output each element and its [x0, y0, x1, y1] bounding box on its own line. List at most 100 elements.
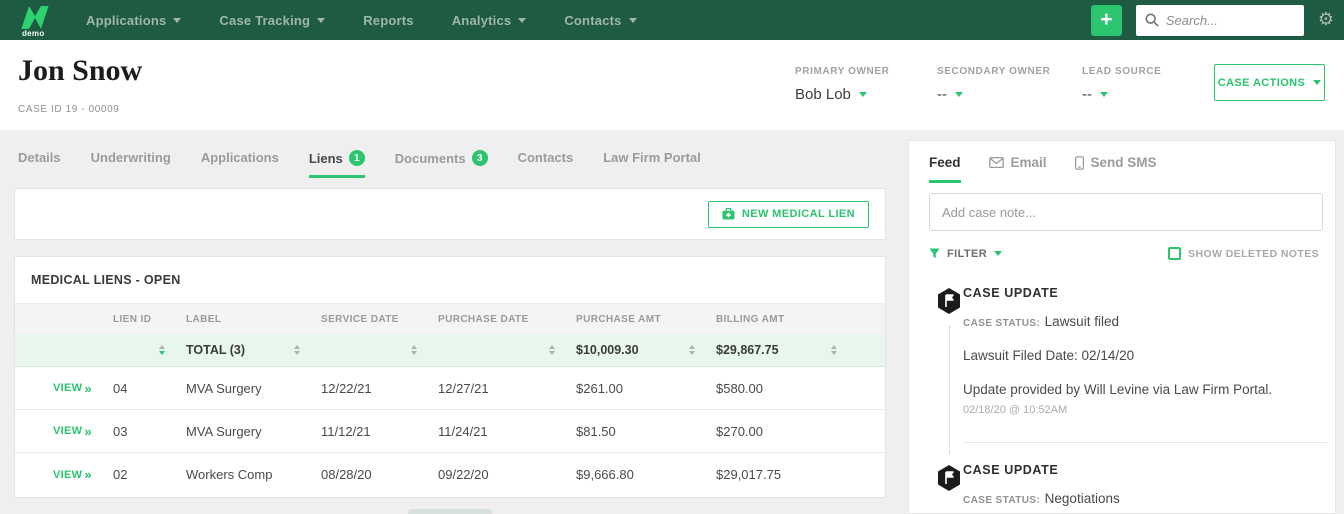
- primary-owner-label: PRIMARY OWNER: [795, 66, 890, 77]
- table-title: MEDICAL LIENS - OPEN: [15, 257, 885, 304]
- double-chevron-icon: »: [84, 467, 92, 482]
- caret-down-icon: [628, 17, 637, 23]
- table-row: VIEW» 03 MVA Surgery 11/12/21 11/24/21 $…: [15, 410, 885, 453]
- tab-email[interactable]: Email: [988, 155, 1047, 180]
- caret-down-icon: [858, 92, 867, 97]
- cell-billing-amt: $29,017.75: [716, 467, 782, 482]
- cell-purchase-date: 11/24/21: [438, 423, 488, 439]
- global-search: [1135, 4, 1304, 36]
- feed-item-line: Lawsuit Filed Date: 02/14/20: [963, 348, 1135, 363]
- envelope-icon: [988, 157, 1004, 168]
- filter-dropdown[interactable]: FILTER: [929, 248, 1003, 260]
- tab-contacts[interactable]: Contacts: [518, 150, 574, 174]
- feed-tab-bar: Feed Email Send SMS: [909, 141, 1335, 183]
- sort-service-date-control[interactable]: [411, 345, 417, 355]
- col-header-billing-amt: BILLING AMT: [716, 313, 785, 325]
- tab-liens[interactable]: Liens 1: [308, 150, 365, 178]
- nav-item-label: Analytics: [451, 12, 512, 28]
- lead-source-value: --: [1082, 86, 1092, 103]
- caret-down-icon: [955, 92, 963, 97]
- page-title: Jon Snow: [18, 54, 143, 87]
- nav-item-label: Applications: [86, 12, 167, 28]
- nav-item-reports[interactable]: Reports: [363, 13, 414, 28]
- tab-details[interactable]: Details: [18, 150, 61, 174]
- medical-liens-table-card: MEDICAL LIENS - OPEN LIEN ID LABEL SERVI…: [14, 256, 886, 498]
- tab-feed[interactable]: Feed: [929, 155, 961, 183]
- sort-lien-id-control[interactable]: [159, 345, 165, 355]
- table-row: VIEW» 04 MVA Surgery 12/22/21 12/27/21 $…: [15, 367, 885, 410]
- case-note-wrap: [909, 183, 1335, 231]
- new-medical-lien-label: NEW MEDICAL LIEN: [741, 208, 855, 220]
- flag-hexagon-icon: [936, 287, 962, 320]
- secondary-owner-dropdown[interactable]: --: [937, 86, 1050, 103]
- cell-service-date: 11/12/21: [321, 423, 371, 439]
- timeline-connector: [949, 326, 950, 454]
- lead-source-dropdown[interactable]: --: [1082, 86, 1161, 103]
- sort-purchase-date-control[interactable]: [549, 345, 555, 355]
- double-chevron-icon: »: [84, 380, 92, 396]
- table-header-row: LIEN ID LABEL SERVICE DATE PURCHASE DATE…: [15, 304, 885, 334]
- total-label: TOTAL (3): [186, 343, 246, 357]
- tab-send-sms[interactable]: Send SMS: [1074, 155, 1157, 180]
- add-case-note-input[interactable]: [929, 193, 1323, 231]
- pagination-button-partial[interactable]: [408, 509, 492, 514]
- tab-applications[interactable]: Applications: [201, 150, 279, 174]
- top-navbar: demo Applications Case Tracking Reports …: [0, 0, 1344, 40]
- case-actions-button[interactable]: CASE ACTIONS: [1214, 64, 1325, 101]
- tab-label: Documents: [394, 150, 466, 166]
- col-header-purchase-amt: PURCHASE AMT: [576, 313, 661, 325]
- feed-tab-label: Feed: [929, 155, 961, 170]
- lead-source-field: LEAD SOURCE --: [1082, 66, 1161, 103]
- cell-service-date: 12/22/21: [321, 380, 372, 396]
- tab-label: Applications: [200, 150, 279, 165]
- nav-item-applications[interactable]: Applications: [86, 12, 182, 28]
- view-lien-link[interactable]: VIEW»: [53, 380, 92, 396]
- tab-law-firm-portal[interactable]: Law Firm Portal: [603, 150, 701, 174]
- nav-menu: Applications Case Tracking Reports Analy…: [86, 13, 637, 28]
- primary-owner-field: PRIMARY OWNER Bob Lob: [795, 66, 889, 103]
- col-header-service-date: SERVICE DATE: [321, 313, 399, 325]
- total-billing-amt: $29,867.75: [716, 343, 779, 357]
- tab-label: Contacts: [517, 150, 574, 165]
- total-purchase-amt: $10,009.30: [576, 343, 639, 357]
- sort-billing-amt-control[interactable]: [831, 345, 837, 355]
- nav-item-label: Contacts: [564, 12, 622, 28]
- feed-item-timestamp: 02/18/20 @ 10:52AM: [963, 404, 1068, 416]
- table-total-row: TOTAL (3) $10,009.30 $29,867.75: [15, 334, 885, 367]
- nav-right-controls: + ⚙: [1090, 4, 1344, 36]
- tab-documents[interactable]: Documents 3: [395, 150, 488, 175]
- sort-label-control[interactable]: [294, 345, 300, 355]
- feed-divider: [963, 442, 1327, 443]
- case-status-label: CASE STATUS:: [963, 318, 1041, 329]
- logo-demo-label: demo: [22, 29, 45, 38]
- app-logo[interactable]: demo: [12, 0, 58, 40]
- checkbox-icon[interactable]: [1168, 247, 1182, 260]
- nav-item-case-tracking[interactable]: Case Tracking: [219, 13, 326, 28]
- case-status-value: Negotiations: [1044, 491, 1120, 506]
- cell-label: MVA Surgery: [186, 380, 262, 396]
- medical-case-icon: [722, 208, 735, 220]
- tab-underwriting[interactable]: Underwriting: [91, 150, 171, 174]
- add-new-button[interactable]: +: [1090, 4, 1122, 36]
- settings-gear-icon[interactable]: ⚙: [1317, 9, 1334, 30]
- liens-count-badge: 1: [348, 150, 365, 166]
- sort-purchase-amt-control[interactable]: [689, 345, 695, 355]
- cell-purchase-amt: $261.00: [576, 380, 623, 396]
- mobile-phone-icon: [1074, 155, 1084, 170]
- view-lien-link[interactable]: VIEW»: [53, 467, 92, 482]
- tab-label: Underwriting: [90, 150, 171, 165]
- cell-lien-id: 02: [113, 467, 128, 482]
- nav-item-analytics[interactable]: Analytics: [452, 13, 527, 28]
- send-sms-tab-label: Send SMS: [1090, 155, 1157, 170]
- logo-m-icon: [21, 5, 49, 29]
- cell-label: Workers Comp: [186, 467, 273, 482]
- new-medical-lien-button[interactable]: NEW MEDICAL LIEN: [707, 200, 869, 228]
- nav-item-contacts[interactable]: Contacts: [564, 12, 637, 28]
- cell-label: MVA Surgery: [186, 423, 262, 439]
- view-lien-link[interactable]: VIEW»: [53, 423, 92, 439]
- show-deleted-notes-toggle[interactable]: SHOW DELETED NOTES: [1168, 247, 1319, 260]
- cell-service-date: 08/28/20: [321, 467, 372, 482]
- search-input[interactable]: [1165, 12, 1286, 28]
- primary-owner-dropdown[interactable]: Bob Lob: [795, 86, 889, 103]
- col-header-purchase-date: PURCHASE DATE: [438, 313, 529, 325]
